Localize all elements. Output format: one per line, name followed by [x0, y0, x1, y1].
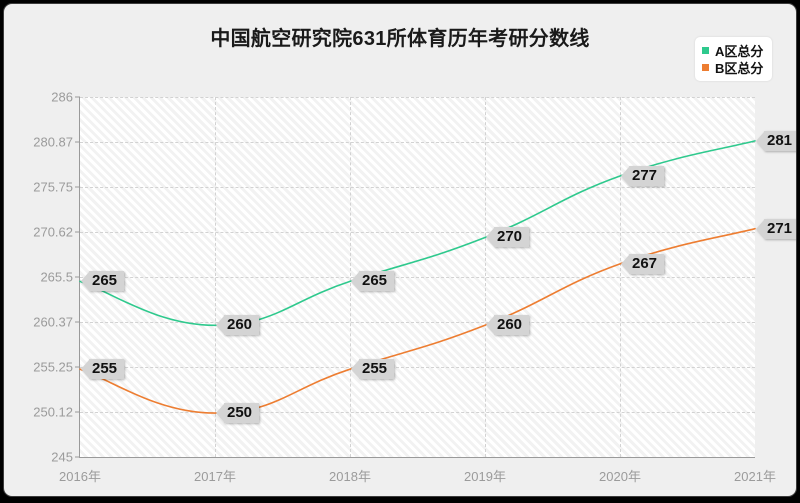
y-tick-mark	[75, 141, 80, 143]
data-label: 277	[621, 166, 665, 187]
y-tick-mark	[75, 231, 80, 233]
chart-title: 中国航空研究院631所体育历年考研分数线	[210, 28, 590, 50]
data-label-value: 267	[629, 253, 665, 274]
y-tick-label: 265.5	[40, 269, 73, 285]
data-label: 255	[81, 359, 125, 380]
data-label: 270	[486, 227, 530, 248]
data-label-pointer-icon	[621, 167, 629, 186]
data-label-pointer-icon	[486, 228, 494, 247]
data-label-value: 255	[89, 359, 125, 380]
y-tick-label: 245	[51, 449, 73, 465]
data-label-value: 265	[89, 271, 125, 292]
gridline-horizontal	[80, 97, 755, 98]
gridline-horizontal	[80, 412, 755, 414]
gridline-vertical	[350, 97, 351, 457]
gridline-vertical	[215, 97, 216, 457]
y-tick-label: 255.25	[33, 359, 73, 375]
data-label-pointer-icon	[756, 219, 764, 238]
data-label-pointer-icon	[351, 272, 359, 291]
y-tick-label: 270.62	[33, 224, 73, 240]
gridline-horizontal	[80, 322, 755, 324]
plot-area: 245 250.12 255.25 260.37 265.5 270.62 275.75 28…	[33, 90, 796, 484]
data-label-value: 260	[494, 315, 530, 336]
x-tick-label: 2016年	[59, 469, 101, 484]
chart-legend: A区总分 B区总分	[695, 37, 773, 81]
y-tick-label: 280.87	[33, 134, 73, 150]
x-tick-label: 2018年	[329, 469, 371, 484]
gridline-horizontal	[80, 277, 755, 278]
y-tick-mark	[75, 411, 80, 413]
data-label: 265	[81, 271, 125, 292]
legend-item-series-a[interactable]: A区总分	[702, 42, 763, 59]
data-label: 250	[216, 403, 260, 424]
data-label-value: 277	[629, 166, 665, 187]
y-tick-mark	[75, 276, 80, 278]
chart-container: 中国航空研究院631所体育历年考研分数线 A区总分 B区总分 245 250.12…	[3, 3, 797, 497]
x-tick-label: 2021年	[734, 469, 776, 484]
data-label-pointer-icon	[486, 316, 494, 335]
gridline-horizontal	[80, 367, 755, 368]
legend-item-series-b[interactable]: B区总分	[702, 59, 763, 76]
y-tick-mark	[75, 456, 80, 458]
data-label-value: 250	[224, 403, 260, 424]
data-label: 271	[756, 218, 796, 239]
gridline-horizontal	[80, 232, 755, 234]
y-tick-mark	[75, 96, 80, 98]
legend-label-a: A区总分	[715, 44, 764, 59]
y-tick-label: 275.75	[33, 179, 73, 195]
data-label: 260	[486, 315, 530, 336]
data-label-pointer-icon	[216, 404, 224, 423]
data-label: 255	[351, 359, 395, 380]
y-tick-mark	[75, 321, 80, 323]
data-label-value: 255	[359, 359, 395, 380]
legend-label-b: B区总分	[715, 61, 764, 76]
data-label-pointer-icon	[756, 131, 764, 150]
legend-swatch-icon-a	[702, 47, 709, 54]
gridline-horizontal	[80, 187, 755, 188]
data-label: 260	[216, 315, 260, 336]
gridline-vertical	[485, 97, 486, 457]
data-label-value: 260	[224, 315, 260, 336]
x-tick-label: 2019年	[464, 469, 506, 484]
data-label-value: 265	[359, 271, 395, 292]
data-label: 281	[756, 130, 796, 151]
gridline-vertical	[620, 97, 621, 457]
data-label: 265	[351, 271, 395, 292]
data-label-pointer-icon	[621, 254, 629, 273]
data-label-value: 271	[764, 218, 796, 239]
data-label-pointer-icon	[81, 360, 89, 379]
data-label-pointer-icon	[81, 272, 89, 291]
y-tick-mark	[75, 366, 80, 368]
y-tick-label: 260.37	[33, 314, 73, 330]
data-label-value: 270	[494, 227, 530, 248]
x-tick-label: 2017年	[194, 469, 236, 484]
legend-swatch-icon-b	[702, 64, 709, 71]
y-tick-label: 250.12	[33, 404, 73, 420]
gridline-horizontal	[80, 142, 755, 144]
data-label-pointer-icon	[216, 316, 224, 335]
y-tick-label: 286	[51, 89, 73, 105]
data-label-value: 281	[764, 130, 796, 151]
data-label: 267	[621, 253, 665, 274]
x-tick-label: 2020年	[599, 469, 641, 484]
data-label-pointer-icon	[351, 360, 359, 379]
y-tick-mark	[75, 186, 80, 188]
series-lines	[79, 140, 756, 414]
